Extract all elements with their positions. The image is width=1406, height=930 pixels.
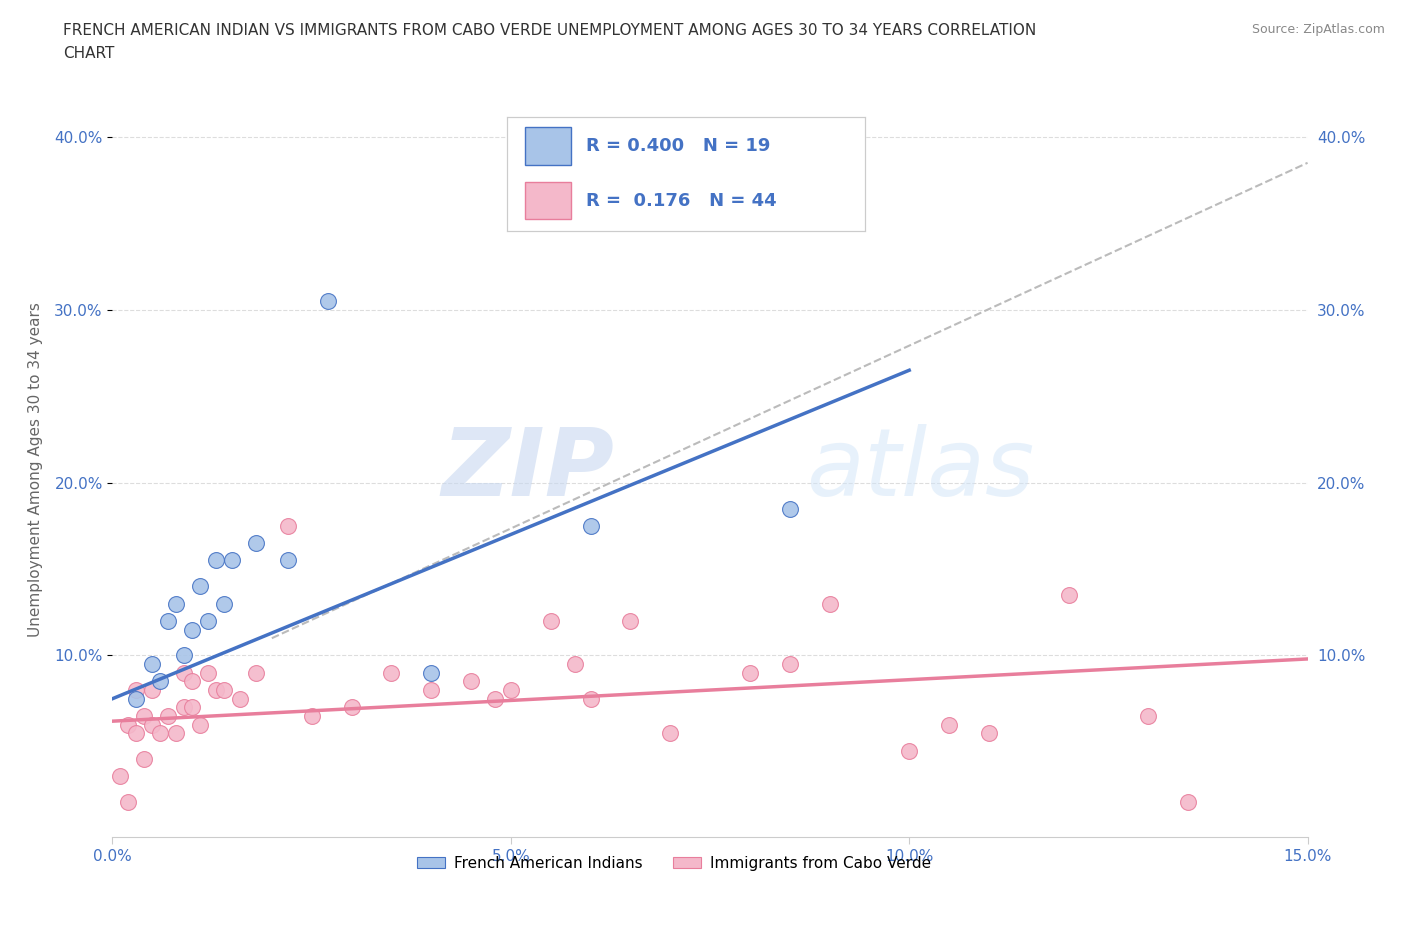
Point: [245, 665, 267, 680]
Point: [738, 665, 761, 680]
Point: [212, 683, 235, 698]
Point: [316, 294, 339, 309]
Point: [141, 657, 163, 671]
Point: [125, 725, 148, 740]
Point: [221, 553, 243, 568]
Point: [277, 518, 299, 533]
Point: [157, 709, 180, 724]
Point: [380, 665, 402, 680]
Point: [245, 536, 267, 551]
Point: [564, 657, 586, 671]
Point: [173, 648, 195, 663]
Point: [1177, 795, 1199, 810]
Point: [499, 683, 522, 698]
Point: [420, 665, 443, 680]
Text: FRENCH AMERICAN INDIAN VS IMMIGRANTS FROM CABO VERDE UNEMPLOYMENT AMONG AGES 30 : FRENCH AMERICAN INDIAN VS IMMIGRANTS FRO…: [63, 23, 1036, 38]
Point: [149, 725, 172, 740]
Point: [818, 596, 841, 611]
Point: [619, 614, 641, 629]
Point: [779, 501, 801, 516]
Point: [977, 725, 1000, 740]
Point: [165, 596, 187, 611]
Point: [141, 717, 163, 732]
Point: [659, 725, 682, 740]
Point: [188, 578, 211, 593]
Point: [420, 683, 443, 698]
Point: [858, 69, 880, 84]
Text: ZIP: ZIP: [441, 424, 614, 515]
Text: Source: ZipAtlas.com: Source: ZipAtlas.com: [1251, 23, 1385, 36]
Point: [205, 683, 228, 698]
Point: [197, 665, 219, 680]
Point: [938, 717, 960, 732]
Point: [1057, 588, 1080, 603]
Point: [1137, 709, 1160, 724]
Point: [125, 691, 148, 706]
Point: [277, 553, 299, 568]
Point: [117, 795, 139, 810]
Point: [197, 614, 219, 629]
Point: [484, 691, 506, 706]
Point: [540, 614, 562, 629]
Point: [117, 717, 139, 732]
Point: [779, 657, 801, 671]
Legend: French American Indians, Immigrants from Cabo Verde: French American Indians, Immigrants from…: [411, 850, 938, 877]
Point: [579, 518, 602, 533]
Point: [165, 725, 187, 740]
Point: [173, 665, 195, 680]
Point: [125, 683, 148, 698]
Point: [157, 614, 180, 629]
Point: [301, 709, 323, 724]
Point: [134, 751, 156, 766]
Point: [141, 683, 163, 698]
Point: [205, 553, 228, 568]
Point: [149, 674, 172, 689]
Point: [173, 700, 195, 715]
Point: [134, 709, 156, 724]
Point: [212, 596, 235, 611]
Text: atlas: atlas: [806, 424, 1033, 515]
Point: [340, 700, 363, 715]
Point: [181, 700, 204, 715]
Point: [898, 743, 921, 758]
Point: [579, 691, 602, 706]
Text: CHART: CHART: [63, 46, 115, 61]
Point: [460, 674, 482, 689]
Point: [188, 717, 211, 732]
Y-axis label: Unemployment Among Ages 30 to 34 years: Unemployment Among Ages 30 to 34 years: [28, 302, 44, 637]
Point: [229, 691, 252, 706]
Point: [110, 769, 132, 784]
Point: [181, 674, 204, 689]
Point: [181, 622, 204, 637]
